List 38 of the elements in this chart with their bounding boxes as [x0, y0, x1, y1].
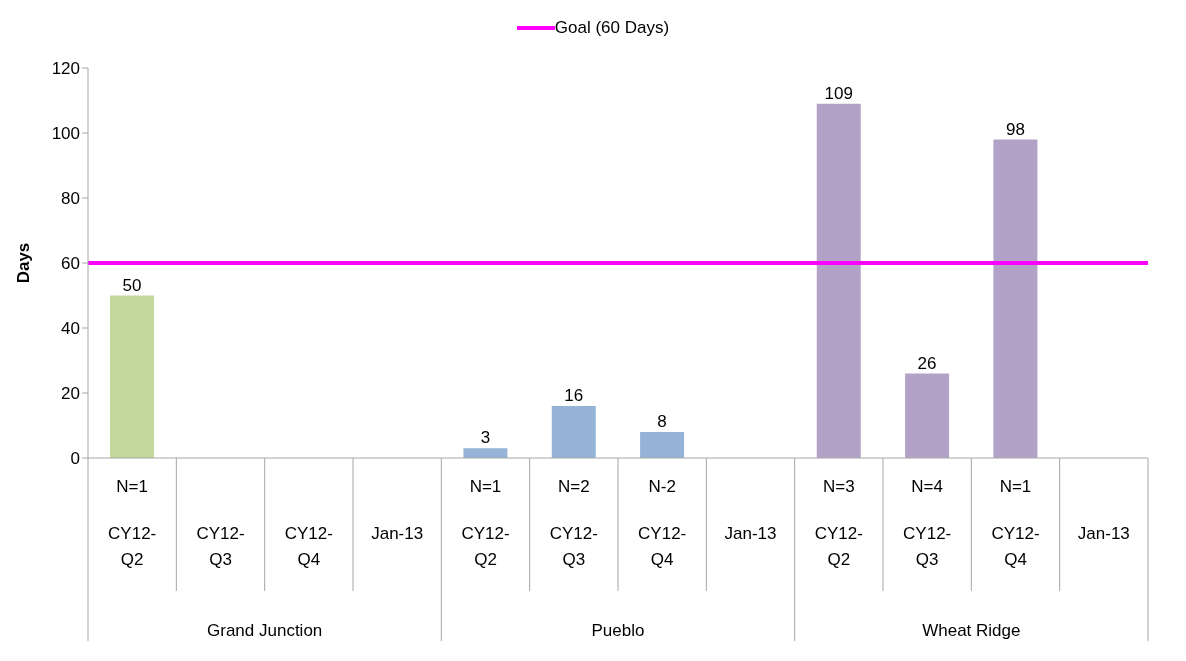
text: Pueblo: [591, 621, 645, 640]
x-tick-label: Jan-13: [1077, 524, 1130, 543]
y-axis-title: Days: [14, 242, 34, 284]
data-label: 109: [824, 83, 853, 103]
x-tick-label: Jan-13: [371, 524, 424, 543]
bar: [816, 103, 861, 458]
bar: [551, 406, 596, 458]
x-tick-label: CY12-Q3: [196, 524, 245, 569]
x-tick-label: Jan-13: [724, 524, 777, 543]
bar: [463, 448, 508, 458]
y-tick-label: 120: [51, 59, 80, 79]
category-label: N=1 CY12-Q2: [461, 477, 510, 569]
bar: [640, 432, 685, 458]
category-label: N=2 CY12-Q3: [549, 477, 598, 569]
category-label: N=4 CY12-Q3: [903, 477, 952, 569]
y-tick-label: 40: [61, 319, 80, 339]
y-tick-label: 60: [61, 254, 80, 274]
legend-label: Goal (60 Days): [554, 18, 670, 38]
y-tick-label: 80: [61, 189, 80, 209]
y-tick-label: 100: [51, 124, 80, 144]
data-label: 8: [657, 412, 667, 431]
text: Wheat Ridge: [922, 621, 1021, 640]
category-label: N=1 CY12-Q2: [108, 477, 157, 569]
category-label: N=3 CY12-Q2: [814, 477, 863, 569]
data-label: 3: [480, 428, 491, 448]
y-tick-label: 20: [61, 384, 80, 404]
category-label: N=1 CY12-Q4: [991, 477, 1040, 569]
data-label: 50: [122, 275, 142, 295]
data-label: 98: [1005, 119, 1025, 139]
bar: [905, 373, 950, 458]
text: Grand Junction: [207, 621, 323, 640]
bar: [993, 139, 1038, 458]
x-tick-label: CY12-Q4: [284, 524, 333, 569]
data-label: 16: [564, 386, 584, 405]
category-label: N-2 CY12-Q4: [638, 477, 687, 569]
y-tick-label: 0: [70, 449, 80, 469]
data-label: 26: [917, 353, 937, 373]
bar: [110, 295, 155, 458]
